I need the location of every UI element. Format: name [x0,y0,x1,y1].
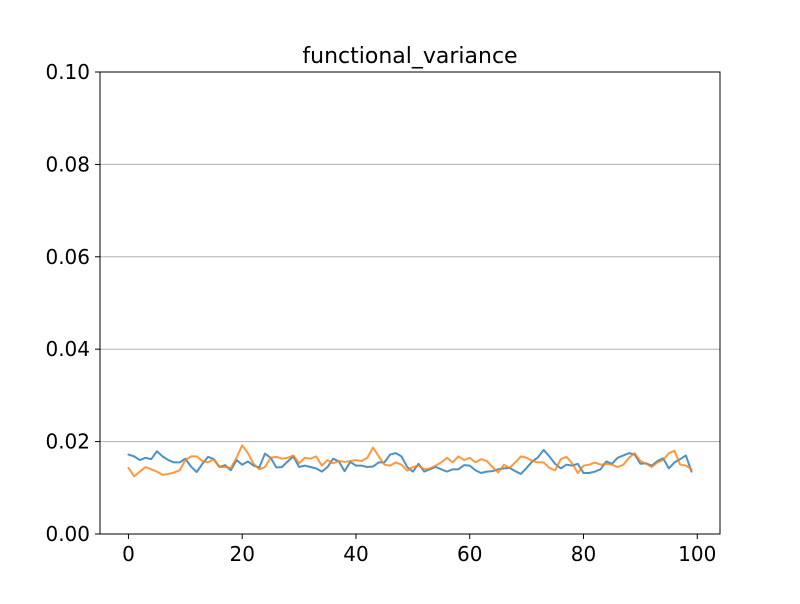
y-tick-label: 0.00 [45,522,90,546]
x-axis-ticks: 0 20 40 60 80 100 [122,534,716,566]
y-tick-label: 0.10 [45,60,90,84]
x-tick-label: 40 [343,542,368,566]
series-lines [127,444,693,478]
y-tick-label: 0.06 [45,245,90,269]
x-tick-label: 20 [229,542,254,566]
y-tick-label: 0.08 [45,152,90,176]
y-tick-label: 0.04 [45,337,90,361]
chart-title: functional_variance [302,44,517,69]
plot-area-frame [99,71,721,535]
x-tick-label: 80 [571,542,596,566]
series-line-series_2 [127,444,693,478]
y-axis-ticks: 0.00 0.02 0.04 0.06 0.08 0.10 [45,60,100,546]
x-tick-label: 100 [678,542,716,566]
x-tick-label: 0 [122,542,135,566]
y-tick-label: 0.02 [45,430,90,454]
x-tick-label: 60 [457,542,482,566]
